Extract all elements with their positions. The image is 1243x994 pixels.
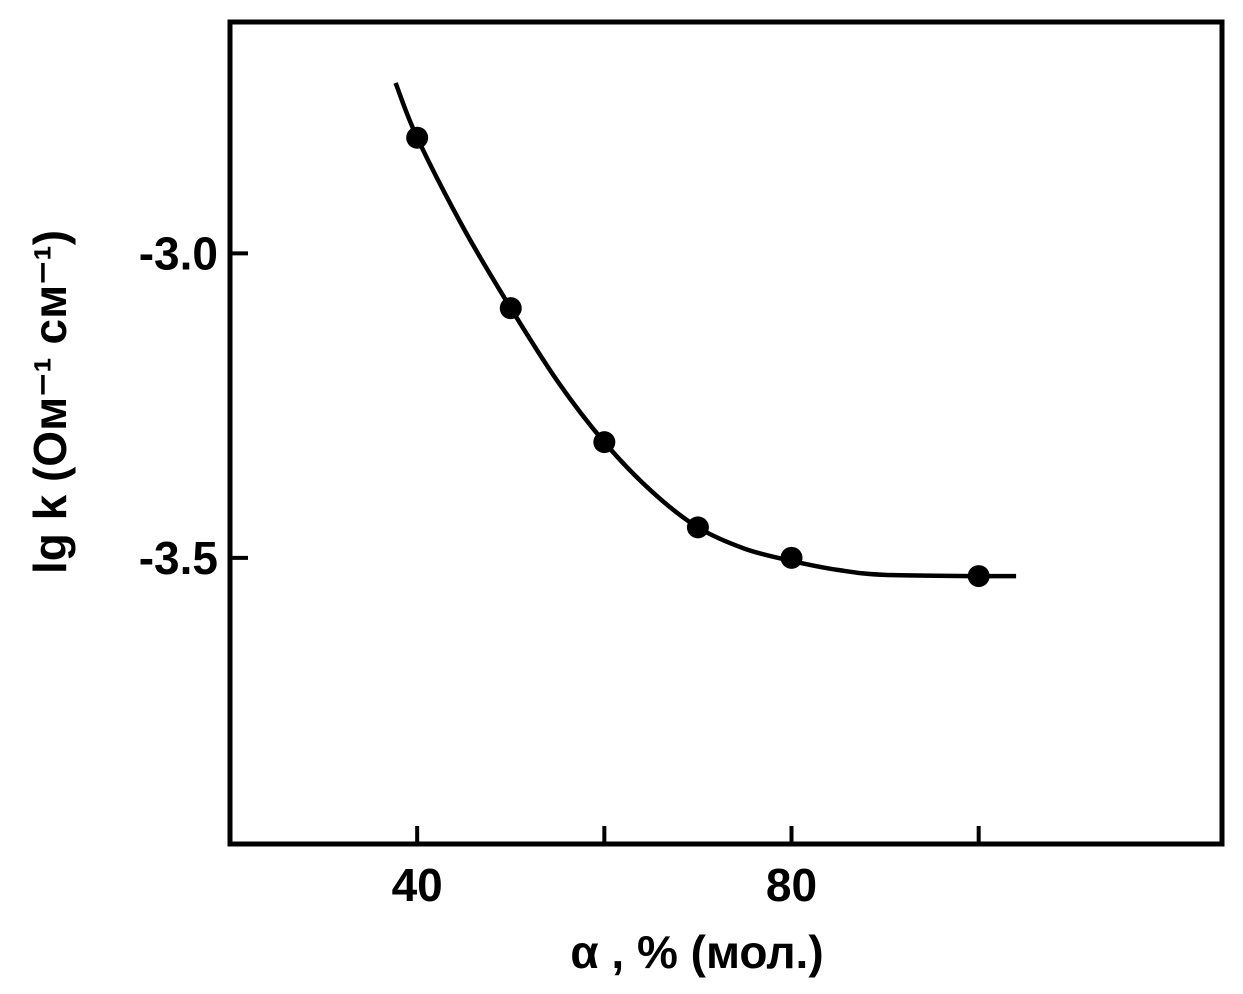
y-axis-ticks: -3.0 -3.5	[139, 227, 248, 584]
y-tick-label: -3.5	[139, 532, 218, 584]
data-point	[593, 431, 616, 454]
x-axis-title: α , % (мол.)	[570, 926, 823, 978]
y-axis-title: lg k (Ом⁻¹ см⁻¹)	[24, 230, 76, 574]
plot-frame	[227, 19, 1225, 847]
data-point	[499, 297, 522, 320]
data-point	[686, 516, 709, 539]
data-point	[780, 546, 803, 569]
fit-curve	[393, 82, 1017, 579]
x-axis-ticks: 40 80	[392, 826, 981, 911]
data-point	[406, 126, 429, 149]
x-tick-label: 40	[392, 859, 443, 911]
x-tick-label: 80	[766, 859, 817, 911]
data-points	[406, 126, 990, 588]
y-tick-label: -3.0	[139, 227, 218, 279]
data-point	[967, 565, 990, 588]
